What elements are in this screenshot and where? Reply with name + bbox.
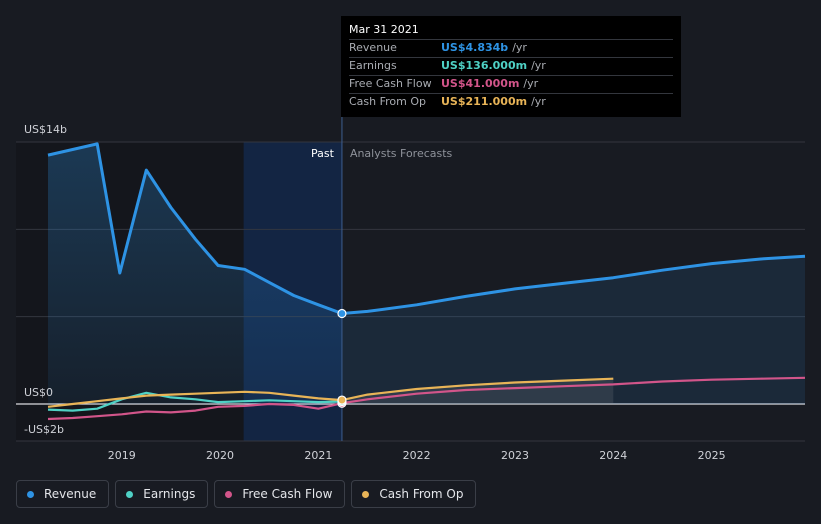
tooltip-unit: /yr bbox=[531, 95, 546, 108]
legend-label: Earnings bbox=[143, 487, 196, 501]
series-line-revenue-forecast bbox=[341, 254, 806, 315]
series-line-cash-from-op-forecast bbox=[341, 377, 614, 402]
legend-item-cash-from-op[interactable]: Cash From Op bbox=[351, 480, 477, 508]
tooltip-value: US$211.000m bbox=[441, 95, 528, 108]
tooltip-row-revenue: Revenue US$4.834b /yr bbox=[349, 39, 673, 56]
revenue-area-forecast bbox=[342, 256, 805, 404]
series-line-revenue-past bbox=[47, 142, 343, 315]
legend-item-earnings[interactable]: Earnings bbox=[115, 480, 209, 508]
hover-point-cash-from-op bbox=[337, 395, 347, 405]
tooltip-label: Cash From Op bbox=[349, 95, 427, 108]
chart-legend: Revenue Earnings Free Cash Flow Cash Fro… bbox=[16, 480, 477, 508]
x-tick-label: 2022 bbox=[403, 449, 431, 462]
tooltip-label: Revenue bbox=[349, 41, 397, 54]
hover-point-revenue bbox=[337, 308, 347, 319]
tooltip-value: US$41.000m bbox=[441, 77, 520, 90]
tooltip-row-free-cash-flow: Free Cash Flow US$41.000m /yr bbox=[349, 75, 673, 92]
revenue-area-past bbox=[48, 143, 342, 404]
tooltip-date: Mar 31 2021 bbox=[349, 23, 419, 36]
legend-item-revenue[interactable]: Revenue bbox=[16, 480, 110, 508]
x-tick-label: 2025 bbox=[698, 449, 726, 462]
x-tick-label: 2023 bbox=[501, 449, 529, 462]
tooltip-unit: /yr bbox=[512, 41, 527, 54]
series-line-free-cash-flow-past bbox=[47, 402, 343, 421]
tooltip-row-cash-from-op: Cash From Op US$211.000m /yr bbox=[349, 93, 673, 110]
hover-tooltip: Mar 31 2021 Revenue US$4.834b /yr Earnin… bbox=[341, 16, 681, 117]
tooltip-row-earnings: Earnings US$136.000m /yr bbox=[349, 57, 673, 74]
cash-from-op-area-forecast bbox=[342, 378, 614, 404]
financial-chart: US$14b US$0 -US$2b Past Analysts Forecasts 20… bbox=[16, 117, 806, 462]
x-tick-label: 2021 bbox=[304, 449, 332, 462]
legend-label: Cash From Op bbox=[379, 487, 464, 501]
y-tick-label: US$0 bbox=[24, 386, 53, 399]
legend-item-free-cash-flow[interactable]: Free Cash Flow bbox=[214, 480, 346, 508]
legend-dot-icon bbox=[27, 490, 34, 498]
y-tick-label: US$14b bbox=[24, 123, 67, 136]
series-line-free-cash-flow-forecast bbox=[341, 376, 806, 405]
tooltip-unit: /yr bbox=[523, 77, 539, 90]
legend-dot-icon bbox=[126, 490, 134, 498]
legend-dot-icon bbox=[362, 490, 370, 498]
legend-dot-icon bbox=[225, 490, 233, 498]
x-tick-label: 2024 bbox=[599, 449, 627, 462]
forecast-label: Analysts Forecasts bbox=[350, 147, 453, 160]
x-tick-label: 2020 bbox=[206, 449, 234, 462]
y-tick-label: -US$2b bbox=[24, 423, 64, 436]
series-line-earnings-past bbox=[47, 391, 343, 412]
tooltip-unit: /yr bbox=[531, 59, 546, 72]
past-label: Past bbox=[311, 147, 335, 160]
x-tick-label: 2019 bbox=[108, 449, 136, 462]
tooltip-value: US$136.000m bbox=[441, 59, 528, 72]
series-line-cash-from-op-past bbox=[47, 390, 343, 408]
tooltip-label: Free Cash Flow bbox=[349, 77, 432, 90]
tooltip-label: Earnings bbox=[349, 59, 397, 72]
legend-label: Revenue bbox=[44, 487, 97, 501]
legend-label: Free Cash Flow bbox=[242, 487, 333, 501]
tooltip-value: US$4.834b bbox=[441, 41, 509, 54]
